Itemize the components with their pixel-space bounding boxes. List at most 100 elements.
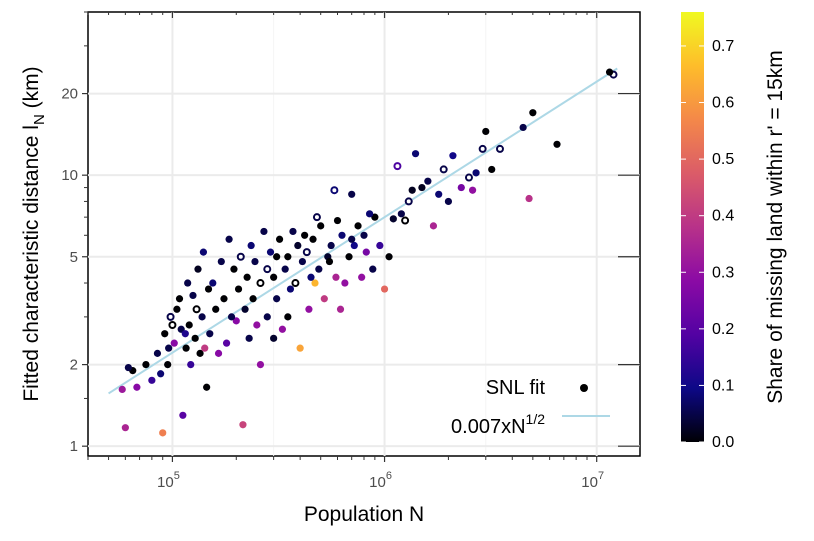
data-point <box>278 325 287 333</box>
data-point <box>472 169 480 177</box>
data-point <box>305 305 313 313</box>
data-point <box>243 273 251 281</box>
data-point <box>273 253 281 261</box>
data-point <box>478 144 487 153</box>
colorbar-tick-label: 0.6 <box>712 95 734 112</box>
data-point <box>225 235 233 243</box>
data-point <box>519 123 527 132</box>
data-point <box>198 313 206 321</box>
data-point <box>182 344 190 352</box>
data-point <box>291 279 300 288</box>
data-point <box>362 248 370 256</box>
data-point <box>468 186 477 194</box>
data-point <box>488 165 496 174</box>
colorbar-tick-label: 0.7 <box>712 38 734 55</box>
data-point <box>192 305 201 314</box>
data-point <box>338 231 346 239</box>
data-point <box>199 248 208 256</box>
data-point <box>247 241 255 250</box>
data-point <box>263 313 271 321</box>
data-point <box>220 295 228 303</box>
data-point <box>330 186 339 195</box>
data-point <box>194 265 202 273</box>
data-point <box>389 215 397 223</box>
data-point <box>232 317 240 325</box>
legend-label-snl: SNL fit <box>486 377 546 399</box>
data-point <box>236 252 245 261</box>
data-point <box>302 248 311 257</box>
data-point <box>358 273 366 281</box>
data-point <box>185 321 193 329</box>
data-point <box>165 344 173 352</box>
data-point <box>444 197 453 206</box>
legend-key-point <box>580 384 588 392</box>
data-point <box>286 285 295 293</box>
data-point <box>249 295 257 303</box>
data-point <box>133 383 141 391</box>
data-point <box>429 222 438 230</box>
x-tick-label: 107 <box>581 470 604 491</box>
data-point <box>605 68 614 76</box>
data-point <box>369 265 377 273</box>
data-point <box>333 216 342 225</box>
data-point <box>263 265 272 274</box>
data-point <box>284 253 292 261</box>
x-axis-title: Population N <box>304 503 424 526</box>
major-gridlines <box>88 12 640 456</box>
data-point <box>153 349 162 357</box>
data-point <box>312 213 321 222</box>
data-point <box>401 216 410 225</box>
data-point <box>164 361 172 369</box>
data-point <box>230 265 238 273</box>
data-point <box>376 241 384 250</box>
data-point <box>371 213 379 221</box>
data-point <box>273 295 281 303</box>
data-point <box>227 313 236 321</box>
data-point <box>296 344 304 352</box>
minor-gridlines <box>273 12 487 456</box>
data-point <box>317 222 325 230</box>
data-point <box>253 321 261 329</box>
colorbar-title: Share of missing land within r' = 15km <box>764 50 787 404</box>
data-point <box>159 429 167 437</box>
data-point <box>424 177 432 185</box>
colorbar-tick-label: 0.2 <box>712 321 734 338</box>
data-point <box>332 273 340 281</box>
data-point <box>309 235 317 243</box>
data-point <box>187 361 195 369</box>
data-point <box>315 265 323 273</box>
x-axis: 105 106 107 <box>87 12 604 491</box>
data-point <box>354 222 362 230</box>
data-point <box>212 305 220 313</box>
data-point <box>270 334 278 342</box>
data-point <box>209 279 217 287</box>
data-point <box>281 265 289 273</box>
data-point <box>294 241 302 250</box>
data-point <box>124 363 132 372</box>
y-axis: 1 2 5 10 20 <box>61 11 640 455</box>
data-point <box>148 376 156 384</box>
colorbar-tick-label: 0.4 <box>712 208 734 225</box>
data-point <box>298 257 307 266</box>
y-tick-label: 20 <box>61 86 78 103</box>
data-point <box>196 349 204 357</box>
data-point <box>525 194 533 203</box>
y-tick-label: 2 <box>70 357 78 374</box>
data-point <box>241 305 249 313</box>
data-point <box>251 257 259 266</box>
data-point <box>189 291 197 300</box>
data-point <box>360 231 368 239</box>
data-point <box>256 361 265 369</box>
legend: SNL fit 0.007xN1/2 <box>451 377 610 438</box>
data-point <box>173 305 181 313</box>
data-point <box>179 411 187 419</box>
y-tick-label: 10 <box>61 167 78 184</box>
data-point <box>307 273 315 281</box>
points-layer <box>118 68 618 437</box>
x-tick-label: 106 <box>369 470 392 491</box>
data-point <box>380 285 389 293</box>
data-point <box>217 257 225 266</box>
data-point <box>348 190 356 198</box>
data-point <box>411 150 420 158</box>
